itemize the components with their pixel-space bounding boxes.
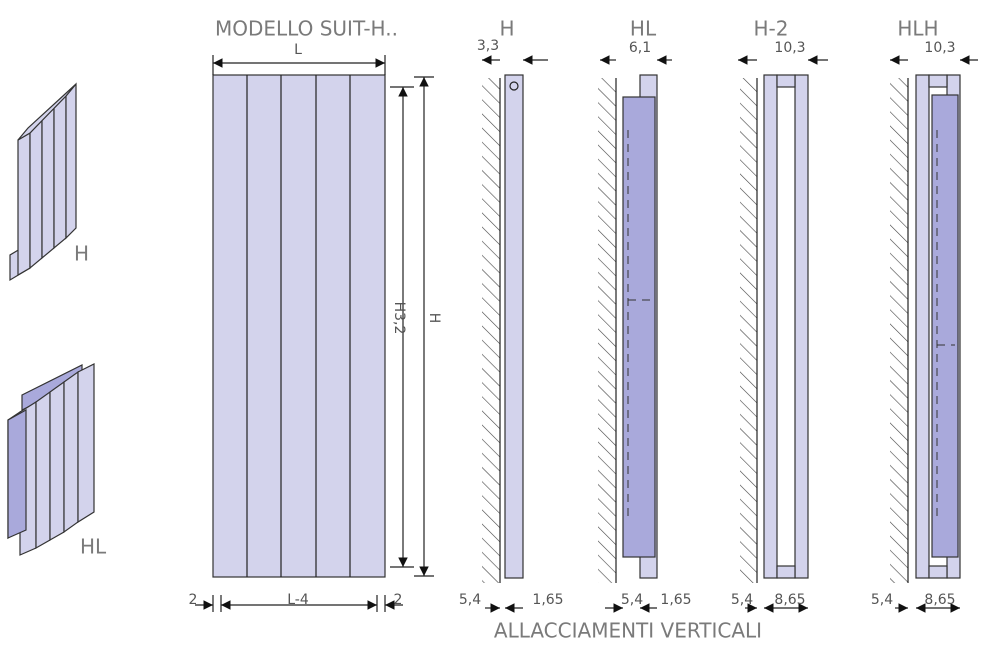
section-label: HLH [897, 17, 938, 41]
front-view: MODELLO SUIT-H.. L H3,2 H 2 L-4 2 [189, 17, 442, 612]
dim-label: 5,4 [459, 592, 481, 608]
dim-label: 2 [189, 592, 198, 608]
dim-label: 2 [394, 592, 403, 608]
section-hl: HL 6,1 5,4 1,65 [598, 17, 692, 613]
dim-label: 5,4 [621, 592, 643, 608]
section-h: H 3,3 5,4 1,65 [459, 17, 564, 613]
dim-label: 3,3 [477, 38, 499, 54]
dim-label: L-4 [287, 592, 309, 608]
iso-view-hl: HL [7, 363, 107, 559]
section-h2: H-2 10,3 5,4 8,65 [731, 17, 828, 613]
section-label: H-2 [754, 17, 789, 41]
dim-label: 5,4 [871, 592, 893, 608]
view-label: H [74, 242, 89, 266]
dim-label: 5,4 [731, 592, 753, 608]
footer-label: ALLACCIAMENTI VERTICALI [494, 619, 762, 643]
dim-label: 1,65 [660, 592, 691, 608]
dim-label: 8,65 [774, 592, 805, 608]
view-label: HL [80, 535, 107, 559]
dim-label: 6,1 [629, 40, 651, 56]
section-hlh: HLH 10,3 5,4 8,65 [871, 17, 978, 613]
dim-label: H3,2 [391, 302, 407, 335]
model-title: MODELLO SUIT-H.. [215, 17, 398, 41]
front-panel [212, 74, 386, 578]
dim-label: 8,65 [924, 592, 955, 608]
section-label: HL [630, 17, 657, 41]
dim-label: 1,65 [532, 592, 563, 608]
dim-label: L [294, 42, 302, 58]
iso-view-h: H [9, 82, 89, 282]
section-label: H [499, 17, 514, 41]
dim-label: H [426, 313, 442, 324]
dim-label: 10,3 [774, 40, 805, 56]
dim-label: 10,3 [924, 40, 955, 56]
